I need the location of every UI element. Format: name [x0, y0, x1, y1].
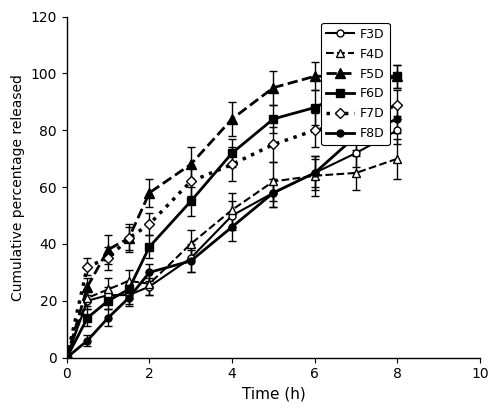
Y-axis label: Cumulative percentage released: Cumulative percentage released — [11, 74, 25, 301]
X-axis label: Time (h): Time (h) — [242, 387, 306, 402]
Legend: F3D, F4D, F5D, F6D, F7D, F8D: F3D, F4D, F5D, F6D, F7D, F8D — [321, 23, 390, 145]
